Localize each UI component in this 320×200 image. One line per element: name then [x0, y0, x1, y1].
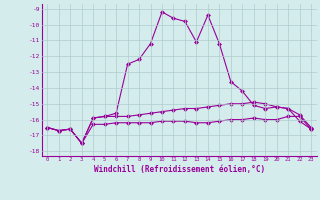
X-axis label: Windchill (Refroidissement éolien,°C): Windchill (Refroidissement éolien,°C) [94, 165, 265, 174]
